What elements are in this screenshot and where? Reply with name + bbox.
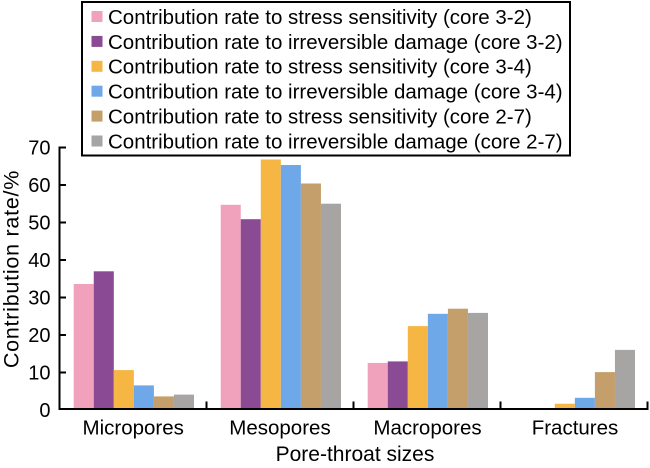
svg-text:Fractures: Fractures (532, 416, 619, 439)
svg-text:Macropores: Macropores (373, 416, 481, 439)
svg-text:Mesopores: Mesopores (229, 416, 330, 439)
svg-text:Contribution rate to irreversi: Contribution rate to irreversible damage… (108, 130, 563, 153)
svg-text:40: 40 (28, 250, 50, 272)
svg-text:Pore-throat sizes: Pore-throat sizes (276, 443, 435, 466)
svg-text:Contribution rate to irreversi: Contribution rate to irreversible damage… (108, 31, 563, 54)
svg-text:60: 60 (28, 175, 50, 197)
svg-text:70: 70 (28, 138, 50, 160)
svg-text:Contribution rate/%: Contribution rate/% (0, 170, 24, 368)
svg-text:Contribution rate to stress se: Contribution rate to stress sensitivity … (108, 56, 532, 79)
svg-text:Contribution rate to irreversi: Contribution rate to irreversible damage… (108, 81, 563, 104)
svg-text:Micropores: Micropores (83, 416, 184, 439)
svg-text:Contribution rate to stress se: Contribution rate to stress sensitivity … (108, 106, 532, 129)
svg-text:50: 50 (28, 213, 50, 235)
svg-text:Contribution rate to stress se: Contribution rate to stress sensitivity … (108, 6, 532, 29)
svg-text:20: 20 (28, 325, 50, 347)
svg-text:10: 10 (28, 363, 50, 385)
svg-text:30: 30 (28, 288, 50, 310)
svg-text:0: 0 (39, 400, 50, 422)
